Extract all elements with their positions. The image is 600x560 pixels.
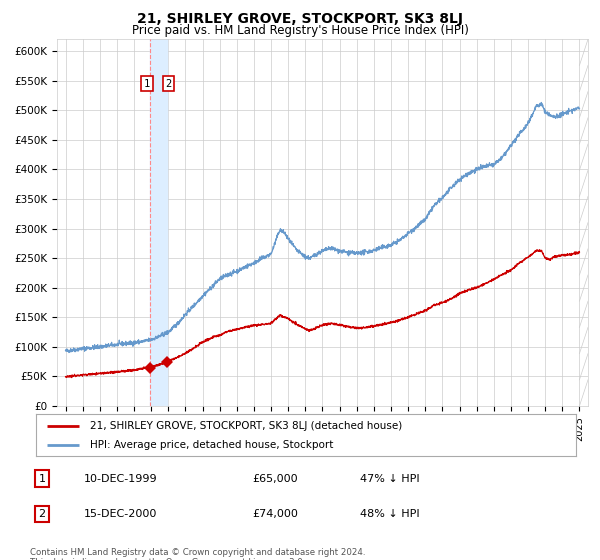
Bar xyxy=(150,39,167,406)
Text: Contains HM Land Registry data © Crown copyright and database right 2024.
This d: Contains HM Land Registry data © Crown c… xyxy=(30,548,365,560)
Text: 48% ↓ HPI: 48% ↓ HPI xyxy=(360,509,419,519)
Text: Price paid vs. HM Land Registry's House Price Index (HPI): Price paid vs. HM Land Registry's House … xyxy=(131,24,469,36)
Text: 1: 1 xyxy=(144,78,150,88)
Text: 1: 1 xyxy=(38,474,46,484)
Text: 21, SHIRLEY GROVE, STOCKPORT, SK3 8LJ (detached house): 21, SHIRLEY GROVE, STOCKPORT, SK3 8LJ (d… xyxy=(90,421,402,431)
Text: 47% ↓ HPI: 47% ↓ HPI xyxy=(360,474,419,484)
Text: HPI: Average price, detached house, Stockport: HPI: Average price, detached house, Stoc… xyxy=(90,440,334,450)
Text: 21, SHIRLEY GROVE, STOCKPORT, SK3 8LJ: 21, SHIRLEY GROVE, STOCKPORT, SK3 8LJ xyxy=(137,12,463,26)
Text: £65,000: £65,000 xyxy=(252,474,298,484)
Text: 10-DEC-1999: 10-DEC-1999 xyxy=(84,474,158,484)
Text: 2: 2 xyxy=(165,78,172,88)
Text: £74,000: £74,000 xyxy=(252,509,298,519)
Text: 15-DEC-2000: 15-DEC-2000 xyxy=(84,509,157,519)
Text: 2: 2 xyxy=(38,509,46,519)
